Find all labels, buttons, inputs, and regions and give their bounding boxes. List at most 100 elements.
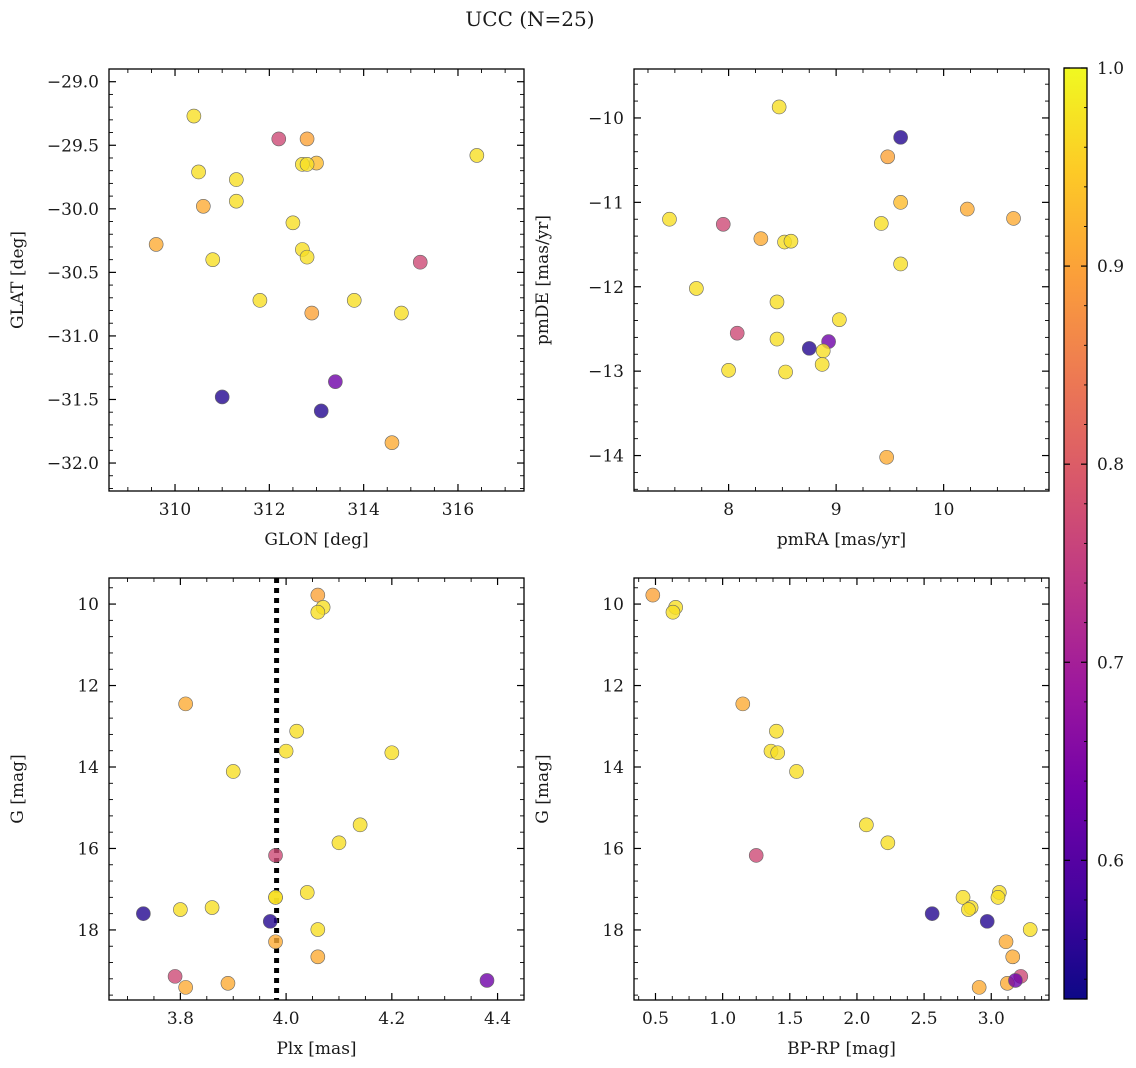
scatter-point bbox=[191, 164, 206, 180]
x-axis-label: Plx [mas] bbox=[276, 1039, 356, 1059]
colorbar-gradient bbox=[1064, 68, 1087, 999]
scatter-point bbox=[220, 975, 236, 991]
x-tick-label: 10 bbox=[933, 500, 955, 520]
y-tick-label: 10 bbox=[77, 595, 99, 615]
scatter-point bbox=[278, 743, 294, 759]
x-tick-label: 8 bbox=[723, 500, 734, 520]
scatter-point bbox=[859, 817, 874, 833]
scatter-point bbox=[998, 934, 1014, 950]
y-tick-label: 18 bbox=[602, 921, 624, 941]
scatter-point bbox=[959, 201, 975, 217]
scatter-point bbox=[789, 764, 804, 779]
x-tick-label: 3.0 bbox=[978, 1009, 1005, 1029]
scatter-point bbox=[331, 835, 347, 851]
scatter-point bbox=[328, 374, 343, 389]
scatter-point bbox=[262, 914, 278, 929]
scatter-point bbox=[769, 331, 785, 347]
scatter-point bbox=[645, 587, 661, 603]
scatter-point bbox=[479, 973, 495, 988]
colorbar-tick-label: 0.8 bbox=[1097, 455, 1124, 475]
y-tick-label: −10 bbox=[588, 109, 624, 129]
y-tick-label: −30.0 bbox=[47, 200, 99, 220]
scatter-point bbox=[310, 949, 326, 965]
scatter-point bbox=[352, 817, 368, 833]
scatter-point bbox=[289, 723, 304, 739]
panels-group: 310 312 314 316 −29.0 −29.5 −30.0 −30.5 −31.0 −31… bbox=[8, 68, 1050, 1059]
scatter-point bbox=[1006, 211, 1021, 226]
panel-bprp-g: 0.5 1.0 1.5 2.0 2.5 3.0 10 12 14 16 18 BP-RP [mag] G… bbox=[533, 577, 1050, 1059]
scatter-point bbox=[173, 902, 188, 917]
x-tick-label: 4.2 bbox=[378, 1009, 405, 1029]
y-tick-label: −12 bbox=[588, 278, 624, 298]
scatter-point bbox=[769, 294, 785, 310]
x-tick-label: 0.5 bbox=[642, 1009, 669, 1029]
x-tick-label: 3.8 bbox=[167, 1009, 194, 1029]
x-axis-label: pmRA [mas/yr] bbox=[777, 530, 906, 550]
colorbar-tick-label: 0.6 bbox=[1097, 851, 1124, 871]
scatter-point bbox=[748, 848, 764, 863]
x-tick-label: 312 bbox=[253, 500, 285, 520]
scatter-point bbox=[1005, 949, 1021, 965]
y-axis-label: G [mag] bbox=[8, 754, 28, 823]
scatter-point bbox=[815, 343, 831, 359]
plot-frame bbox=[108, 577, 525, 1001]
y-tick-label: 16 bbox=[77, 839, 99, 859]
scatter-point bbox=[229, 172, 244, 187]
scatter-point bbox=[961, 902, 976, 917]
scatter-point bbox=[753, 231, 769, 246]
scatter-point bbox=[268, 848, 283, 863]
y-tick-label: 16 bbox=[602, 839, 624, 859]
y-tick-label: −31.0 bbox=[47, 327, 99, 347]
scatter-point bbox=[769, 723, 784, 739]
y-tick-label: 14 bbox=[602, 758, 624, 778]
x-tick-label: 310 bbox=[159, 500, 191, 520]
scatter-point bbox=[924, 906, 940, 921]
y-axis-label: pmDE [mas/yr] bbox=[533, 215, 553, 345]
y-tick-label: −29.0 bbox=[47, 73, 99, 93]
scatter-point bbox=[893, 130, 908, 145]
scatter-point bbox=[229, 193, 244, 209]
scatter-point bbox=[783, 233, 799, 249]
scatter-point bbox=[313, 403, 329, 419]
x-tick-label: 1.0 bbox=[709, 1009, 736, 1029]
scatter-point bbox=[394, 305, 409, 321]
x-tick-label: 1.5 bbox=[776, 1009, 803, 1029]
plot-frame bbox=[633, 68, 1050, 492]
scatter-point bbox=[1008, 973, 1023, 988]
y-tick-label: −29.5 bbox=[47, 136, 99, 156]
scatter-point bbox=[689, 281, 704, 296]
scatter-point bbox=[801, 341, 817, 356]
scatter-point bbox=[729, 325, 745, 341]
scatter-point bbox=[990, 890, 1006, 905]
scatter-point bbox=[721, 363, 736, 378]
x-tick-label: 4.0 bbox=[273, 1009, 300, 1029]
figure-title: UCC (N=25) bbox=[465, 7, 594, 31]
scatter-point bbox=[880, 835, 896, 851]
scatter-point bbox=[665, 604, 681, 620]
scatter-point bbox=[271, 131, 287, 147]
y-axis-label: GLAT [deg] bbox=[8, 231, 28, 329]
panel-glon-glat: 310 312 314 316 −29.0 −29.5 −30.0 −30.5 −31.0 −31… bbox=[8, 68, 525, 550]
scatter-point bbox=[148, 237, 164, 252]
scatter-point bbox=[879, 449, 894, 465]
scatter-point bbox=[299, 157, 315, 172]
x-axis-label: GLON [deg] bbox=[264, 530, 368, 550]
scatter-point bbox=[771, 99, 787, 115]
y-tick-label: −32.0 bbox=[47, 454, 99, 474]
scatter-point bbox=[178, 696, 193, 712]
scatter-point bbox=[384, 435, 400, 450]
plot-frame bbox=[633, 577, 1050, 1001]
plot-frame bbox=[108, 68, 525, 492]
colorbar-frame bbox=[1063, 67, 1088, 1000]
colorbar-tick-label: 0.7 bbox=[1097, 653, 1124, 673]
scatter-point bbox=[310, 604, 326, 620]
scatter-point bbox=[167, 969, 183, 984]
scatter-point bbox=[979, 914, 995, 929]
scatter-point bbox=[384, 745, 400, 761]
y-axis-label: G [mag] bbox=[533, 754, 553, 823]
scatter-point bbox=[873, 216, 889, 231]
x-tick-label: 2.5 bbox=[911, 1009, 938, 1029]
y-tick-label: −14 bbox=[588, 447, 624, 467]
scatter-point bbox=[662, 211, 677, 227]
scatter-point bbox=[310, 587, 326, 603]
